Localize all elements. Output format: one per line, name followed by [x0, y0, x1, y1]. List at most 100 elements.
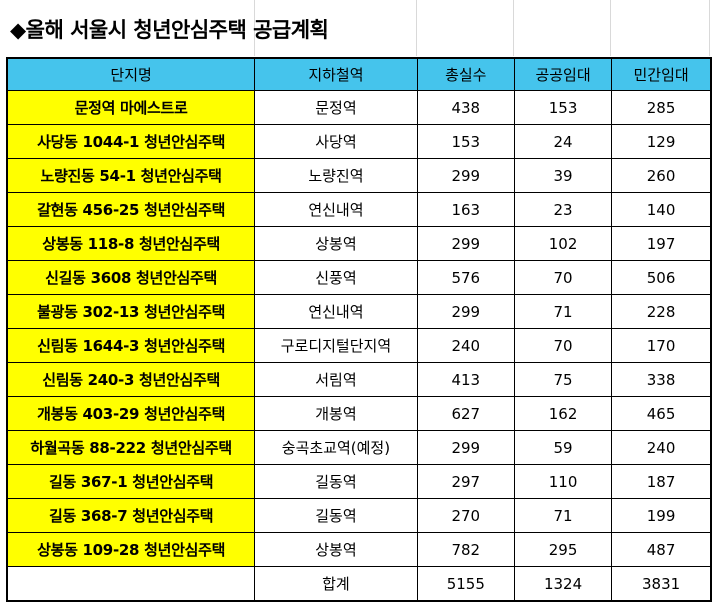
station-cell: 사당역: [254, 124, 418, 159]
table-row: 사당동 1044-1 청년안심주택 사당역 153 24 129: [6, 124, 712, 159]
table-row: 개봉동 403-29 청년안심주택 개봉역 627 162 465: [6, 396, 712, 431]
column-header: 단지명: [6, 57, 256, 91]
station-cell: 구로디지털단지역: [254, 328, 418, 363]
table-row: 상봉동 109-28 청년안심주택 상봉역 782 295 487: [6, 532, 712, 567]
public-rental-cell: 71: [513, 294, 613, 329]
public-rental-cell: 110: [513, 464, 613, 499]
table-row: 길동 368-7 청년안심주택 길동역 270 71 199: [6, 498, 712, 533]
total-units-cell: 576: [416, 260, 515, 295]
complex-name-cell: 상봉동 109-28 청년안심주택: [6, 532, 256, 567]
complex-name-cell: 상봉동 118-8 청년안심주택: [6, 226, 256, 261]
private-rental-cell: 487: [611, 532, 712, 567]
station-cell: 서림역: [254, 362, 418, 397]
private-rental-cell: 140: [611, 192, 712, 227]
complex-name-cell: 하월곡동 88-222 청년안심주택: [6, 430, 256, 465]
public-rental-cell: 39: [513, 158, 613, 193]
column-header: 공공임대: [513, 57, 613, 91]
complex-name-cell: 신림동 240-3 청년안심주택: [6, 362, 256, 397]
total-public: 1324: [513, 566, 613, 602]
total-units-cell: 299: [416, 430, 515, 465]
station-cell: 상봉역: [254, 226, 418, 261]
private-rental-cell: 260: [611, 158, 712, 193]
total-units-cell: 270: [416, 498, 515, 533]
public-rental-cell: 102: [513, 226, 613, 261]
station-cell: 신풍역: [254, 260, 418, 295]
total-row: 합계 5155 1324 3831: [6, 566, 712, 602]
complex-name-cell: 갈현동 456-25 청년안심주택: [6, 192, 256, 227]
private-rental-cell: 197: [611, 226, 712, 261]
sheet-gridline: [610, 0, 611, 56]
private-rental-cell: 338: [611, 362, 712, 397]
total-label: 합계: [254, 566, 418, 602]
complex-name-cell: 노량진동 54-1 청년안심주택: [6, 158, 256, 193]
private-rental-cell: 506: [611, 260, 712, 295]
private-rental-cell: 187: [611, 464, 712, 499]
total-units-cell: 413: [416, 362, 515, 397]
complex-name-cell: 길동 367-1 청년안심주택: [6, 464, 256, 499]
total-units: 5155: [416, 566, 515, 602]
complex-name-cell: 신길동 3608 청년안심주택: [6, 260, 256, 295]
complex-name-cell: 문정역 마에스트로: [6, 90, 256, 125]
public-rental-cell: 153: [513, 90, 613, 125]
blank-cell: [6, 566, 256, 602]
private-rental-cell: 199: [611, 498, 712, 533]
table-row: 문정역 마에스트로 문정역 438 153 285: [6, 90, 712, 125]
public-rental-cell: 70: [513, 328, 613, 363]
complex-name-cell: 개봉동 403-29 청년안심주택: [6, 396, 256, 431]
public-rental-cell: 75: [513, 362, 613, 397]
public-rental-cell: 24: [513, 124, 613, 159]
total-units-cell: 627: [416, 396, 515, 431]
column-header: 총실수: [416, 57, 515, 91]
sheet-gridline: [416, 0, 417, 56]
column-header: 지하철역: [254, 57, 418, 91]
total-units-cell: 153: [416, 124, 515, 159]
table-row: 불광동 302-13 청년안심주택 연신내역 299 71 228: [6, 294, 712, 329]
public-rental-cell: 23: [513, 192, 613, 227]
private-rental-cell: 129: [611, 124, 712, 159]
station-cell: 길동역: [254, 498, 418, 533]
public-rental-cell: 59: [513, 430, 613, 465]
public-rental-cell: 70: [513, 260, 613, 295]
complex-name-cell: 길동 368-7 청년안심주택: [6, 498, 256, 533]
station-cell: 연신내역: [254, 294, 418, 329]
complex-name-cell: 신림동 1644-3 청년안심주택: [6, 328, 256, 363]
table-row: 길동 367-1 청년안심주택 길동역 297 110 187: [6, 464, 712, 499]
station-cell: 상봉역: [254, 532, 418, 567]
table-row: 신림동 240-3 청년안심주택 서림역 413 75 338: [6, 362, 712, 397]
private-rental-cell: 170: [611, 328, 712, 363]
total-units-cell: 240: [416, 328, 515, 363]
page-title: ◆올해 서울시 청년안심주택 공급계획: [10, 18, 329, 42]
sheet-gridline: [513, 0, 514, 56]
station-cell: 숭곡초교역(예정): [254, 430, 418, 465]
private-rental-cell: 228: [611, 294, 712, 329]
station-cell: 노량진역: [254, 158, 418, 193]
station-cell: 개봉역: [254, 396, 418, 431]
total-private: 3831: [611, 566, 712, 602]
table-row: 신림동 1644-3 청년안심주택 구로디지털단지역 240 70 170: [6, 328, 712, 363]
table-header-row: 단지명 지하철역 총실수 공공임대 민간임대: [6, 57, 712, 91]
table-row: 갈현동 456-25 청년안심주택 연신내역 163 23 140: [6, 192, 712, 227]
station-cell: 연신내역: [254, 192, 418, 227]
total-units-cell: 782: [416, 532, 515, 567]
private-rental-cell: 465: [611, 396, 712, 431]
column-header: 민간임대: [611, 57, 712, 91]
supply-plan-table: 단지명 지하철역 총실수 공공임대 민간임대 문정역 마에스트로 문정역 438 15…: [6, 57, 712, 602]
total-units-cell: 299: [416, 294, 515, 329]
public-rental-cell: 71: [513, 498, 613, 533]
complex-name-cell: 불광동 302-13 청년안심주택: [6, 294, 256, 329]
public-rental-cell: 295: [513, 532, 613, 567]
private-rental-cell: 240: [611, 430, 712, 465]
table-row: 하월곡동 88-222 청년안심주택 숭곡초교역(예정) 299 59 240: [6, 430, 712, 465]
table-row: 노량진동 54-1 청년안심주택 노량진역 299 39 260: [6, 158, 712, 193]
complex-name-cell: 사당동 1044-1 청년안심주택: [6, 124, 256, 159]
total-units-cell: 438: [416, 90, 515, 125]
public-rental-cell: 162: [513, 396, 613, 431]
total-units-cell: 299: [416, 226, 515, 261]
total-units-cell: 163: [416, 192, 515, 227]
sheet-gridline: [254, 0, 255, 56]
station-cell: 문정역: [254, 90, 418, 125]
private-rental-cell: 285: [611, 90, 712, 125]
total-units-cell: 297: [416, 464, 515, 499]
sheet-gridline: [709, 0, 710, 56]
table-row: 상봉동 118-8 청년안심주택 상봉역 299 102 197: [6, 226, 712, 261]
